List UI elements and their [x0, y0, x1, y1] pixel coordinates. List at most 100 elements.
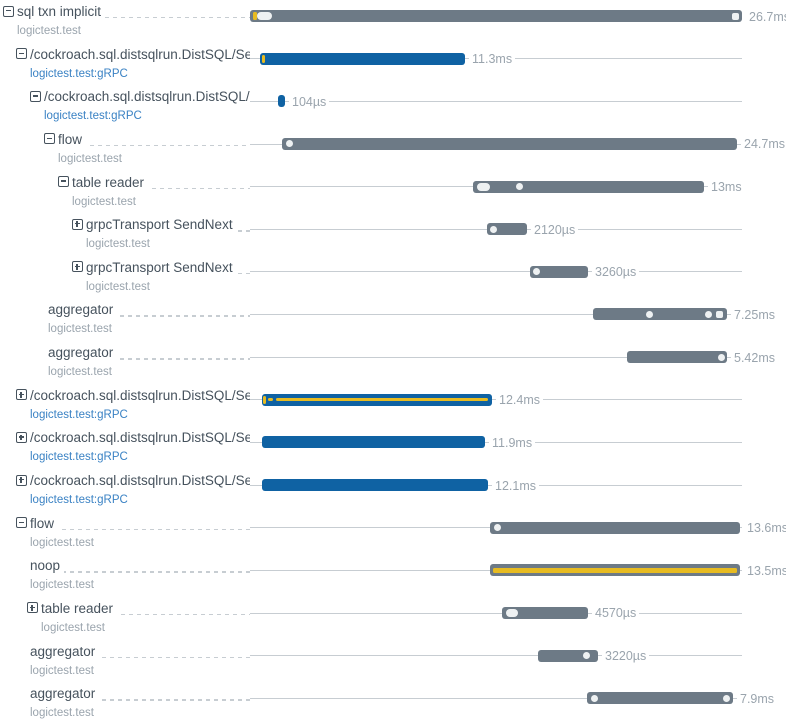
expander-icon[interactable] [44, 133, 55, 145]
span-timeline: 24.7ms [250, 131, 786, 173]
event-dot-icon [516, 183, 523, 191]
span-duration: 13ms [708, 180, 745, 195]
span-bar[interactable] [490, 564, 740, 577]
span-texts: aggregator logictest.test [48, 344, 118, 380]
span-bar[interactable] [260, 52, 465, 65]
span-title[interactable]: grpcTransport SendNext [86, 217, 237, 233]
expander-icon[interactable] [16, 431, 27, 443]
trace-span-row: /cockroach.sql.distsqlrun.DistSQL/Set lo… [0, 387, 786, 430]
span-duration: 12.4ms [496, 393, 543, 408]
span-title[interactable]: grpcTransport SendNext [86, 259, 237, 275]
span-bar[interactable] [282, 137, 737, 150]
expander-icon[interactable] [3, 5, 14, 17]
expander-icon[interactable] [30, 90, 41, 102]
span-texts: aggregator logictest.test [30, 643, 100, 679]
span-texts: /cockroach.sql.distsqlrun.DistSQL/Set lo… [30, 472, 250, 508]
span-bar[interactable] [502, 606, 588, 619]
span-bar[interactable] [530, 265, 588, 278]
span-title[interactable]: flow [30, 515, 59, 531]
span-subtitle: logictest.test:gRPC [44, 110, 146, 123]
event-square-icon [732, 12, 739, 20]
span-title[interactable]: /cockroach.sql.distsqlrun.DistSQL/Set [30, 46, 250, 62]
expander-icon[interactable] [16, 474, 27, 486]
span-timeline: 2120µs [250, 216, 786, 258]
span-bar[interactable] [487, 223, 527, 236]
span-subtitle: logictest.test:gRPC [30, 494, 132, 507]
span-title[interactable]: sql txn implicit [17, 4, 106, 19]
span-label: table reader logictest.test [0, 600, 250, 642]
expander-icon[interactable] [72, 218, 83, 230]
span-label: flow logictest.test [0, 515, 250, 557]
event-dot-icon [718, 353, 725, 361]
span-bar[interactable] [538, 649, 598, 662]
trace-span-row: aggregator logictest.test 3220µs [0, 643, 786, 686]
expander-icon[interactable] [16, 48, 27, 60]
leader-dashed-line [30, 699, 250, 701]
span-title[interactable]: table reader [72, 174, 149, 190]
timeline-line [250, 100, 742, 102]
span-timeline: 7.25ms [250, 301, 786, 343]
timeline-line [250, 612, 742, 614]
span-texts: grpcTransport SendNext logictest.test [86, 216, 237, 252]
event-dot-icon [646, 310, 653, 318]
span-subtitle: logictest.test [30, 536, 98, 549]
event-dot-icon [286, 140, 293, 148]
timeline-line [250, 697, 742, 699]
span-bar[interactable] [627, 351, 727, 364]
span-texts: /cockroach.sql.distsqlrun.DistSQL/Set lo… [30, 429, 250, 465]
span-title[interactable]: aggregator [30, 643, 100, 659]
span-title[interactable]: flow [58, 131, 87, 147]
span-timeline: 5.42ms [250, 344, 786, 386]
span-title[interactable]: /cockroach.sql.distsqlrun.DistSQL/S [44, 89, 250, 105]
span-label: sql txn implicit logictest.test [0, 3, 250, 45]
span-bar[interactable] [250, 10, 742, 22]
trace-span-row: grpcTransport SendNext logictest.test 32… [0, 259, 786, 302]
span-title[interactable]: /cockroach.sql.distsqlrun.DistSQL/Set [30, 430, 250, 446]
span-title[interactable]: noop [30, 558, 65, 574]
span-label: /cockroach.sql.distsqlrun.DistSQL/Set lo… [0, 387, 250, 429]
span-timeline: 104µs [250, 88, 786, 130]
span-duration: 7.25ms [731, 307, 778, 322]
span-title[interactable]: aggregator [48, 302, 118, 318]
span-label: aggregator logictest.test [0, 344, 250, 386]
span-label: noop logictest.test [0, 557, 250, 599]
event-dot-icon [490, 225, 497, 233]
expander-icon[interactable] [72, 261, 83, 273]
expander-icon[interactable] [27, 602, 38, 614]
span-subtitle: logictest.test [30, 664, 98, 677]
span-title[interactable]: /cockroach.sql.distsqlrun.DistSQL/Set [30, 387, 250, 403]
span-duration: 12.1ms [492, 478, 539, 493]
span-title[interactable]: /cockroach.sql.distsqlrun.DistSQL/Set [30, 473, 250, 489]
expander-icon[interactable] [58, 176, 69, 188]
expander-icon[interactable] [16, 389, 27, 401]
expander-icon[interactable] [16, 517, 27, 529]
span-subtitle: logictest.test [30, 579, 98, 592]
span-timeline: 3220µs [250, 643, 786, 685]
span-bar[interactable] [593, 308, 727, 321]
leader-dashed-line [41, 613, 250, 616]
yellow-tick-icon [263, 395, 266, 404]
span-bar[interactable] [278, 95, 285, 108]
span-bar[interactable] [262, 393, 492, 406]
span-title[interactable]: aggregator [30, 686, 100, 702]
yellow-stripe [268, 398, 273, 402]
trace-span-row: table reader logictest.test 13ms [0, 174, 786, 217]
span-bar[interactable] [262, 479, 488, 492]
span-title[interactable]: aggregator [48, 345, 118, 361]
span-bar[interactable] [587, 692, 733, 705]
span-bar[interactable] [473, 180, 704, 193]
event-dot-icon [583, 652, 590, 660]
span-bar[interactable] [490, 521, 740, 534]
span-label: table reader logictest.test [0, 174, 250, 216]
timeline-line [250, 271, 742, 273]
span-duration: 11.9ms [489, 435, 536, 450]
trace-span-row: /cockroach.sql.distsqlrun.DistSQL/Set lo… [0, 46, 786, 89]
span-timeline: 26.7ms [250, 3, 786, 45]
span-subtitle: logictest.test:gRPC [30, 67, 132, 80]
span-bar[interactable] [262, 436, 485, 449]
span-title[interactable]: table reader [41, 600, 118, 616]
span-texts: flow logictest.test [58, 131, 126, 167]
span-subtitle: logictest.test [48, 366, 116, 379]
trace-span-row: sql txn implicit logictest.test 26.7ms [0, 3, 786, 46]
trace-span-row: noop logictest.test 13.5ms [0, 557, 786, 600]
